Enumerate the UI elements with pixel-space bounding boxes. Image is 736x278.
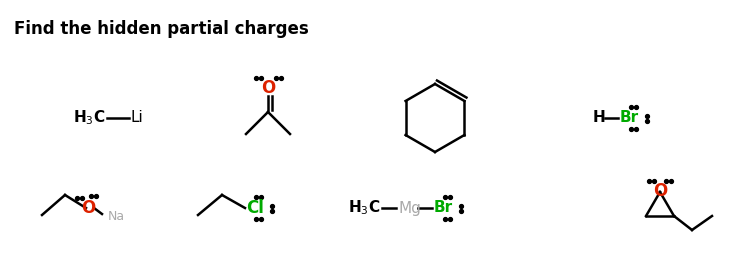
- Text: H$_3$C: H$_3$C: [73, 109, 105, 127]
- Text: Na: Na: [108, 210, 125, 222]
- Text: Find the hidden partial charges: Find the hidden partial charges: [14, 20, 308, 38]
- Text: O: O: [653, 182, 667, 200]
- Text: O: O: [81, 199, 95, 217]
- Text: O: O: [261, 79, 275, 97]
- Text: H: H: [593, 110, 606, 125]
- Text: H$_3$C: H$_3$C: [347, 199, 380, 217]
- Text: Cl: Cl: [246, 199, 264, 217]
- Text: Li: Li: [131, 110, 144, 125]
- Text: Br: Br: [434, 200, 453, 215]
- Text: Br: Br: [620, 110, 639, 125]
- Text: Mg: Mg: [398, 200, 421, 215]
